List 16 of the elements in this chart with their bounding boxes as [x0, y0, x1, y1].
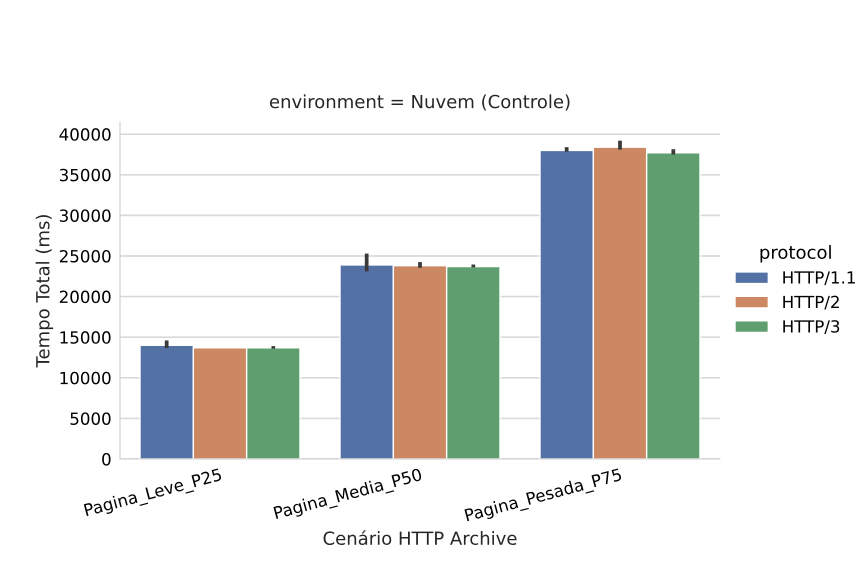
legend-label: HTTP/1.1 — [783, 271, 855, 286]
x-axis-title: Cenário HTTP Archive — [324, 530, 517, 546]
y-tick-label: 25000 — [60, 250, 111, 263]
y-tick-label: 40000 — [59, 128, 111, 141]
legend-label: HTTP/2 — [783, 296, 839, 310]
y-tick-label: 0 — [102, 452, 111, 466]
y-tick-label: 10000 — [60, 372, 111, 384]
y-axis-title: Tempo Total (ms) — [36, 215, 54, 368]
legend-title: protocol — [760, 245, 831, 263]
y-tick-label: 5000 — [70, 412, 111, 425]
chart-title: environment = Nuvem (Controle) — [270, 94, 570, 110]
y-tick-label: 15000 — [60, 331, 111, 344]
legend-label: HTTP/3 — [783, 320, 840, 334]
y-tick-label: 20000 — [60, 290, 111, 304]
y-tick-label: 35000 — [60, 168, 111, 182]
y-tick-label: 30000 — [60, 209, 111, 222]
